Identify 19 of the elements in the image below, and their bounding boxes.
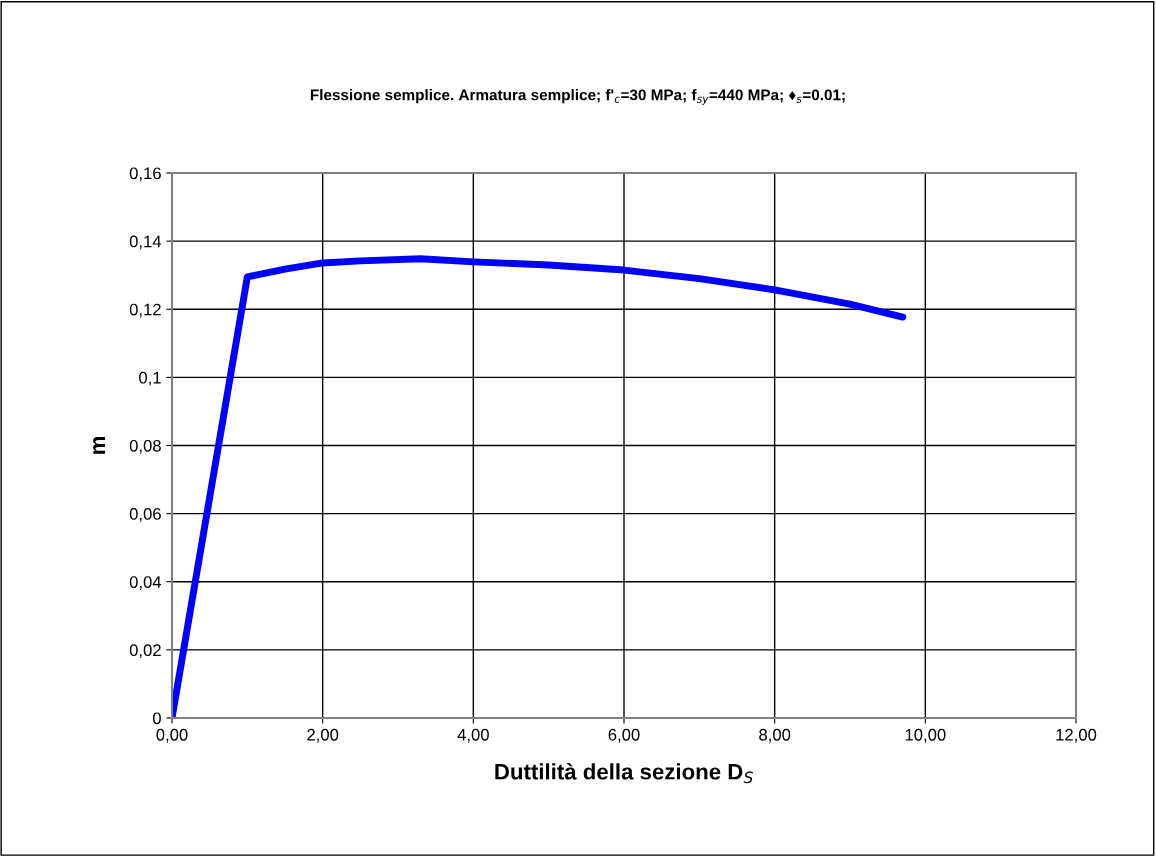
- x-tick-label: 0,00: [156, 728, 188, 743]
- y-tick-label: 0,14: [129, 235, 162, 250]
- x-tick-label: 12,00: [1056, 728, 1097, 743]
- y-tick-label: 0,1: [139, 371, 161, 386]
- x-axis-title: Duttilità della sezione D$_{S}$: [495, 763, 753, 784]
- chart-title: Flessione semplice. Armatura semplice; f'$_{c}$=30 MPa; f$_{sy}$=440 MPa; ♦$_{s}$=0.01;: [310, 89, 845, 105]
- y-tick-label: 0,12: [129, 303, 161, 318]
- x-tick-label: 2,00: [307, 728, 339, 743]
- x-tick-label: 4,00: [457, 728, 489, 743]
- y-tick-label: 0,04: [129, 576, 162, 590]
- x-tick-label: 8,00: [759, 728, 791, 743]
- y-axis-title: m: [93, 437, 106, 454]
- x-tick-label: 6,00: [608, 728, 640, 743]
- y-tick-label: 0,06: [129, 508, 161, 522]
- y-tick-label: 0,02: [129, 644, 161, 659]
- y-tick-label: 0: [152, 712, 161, 725]
- y-tick-label: 0,16: [129, 167, 161, 182]
- y-tick-label: 0,08: [129, 439, 161, 454]
- x-tick-label: 10,00: [905, 728, 946, 743]
